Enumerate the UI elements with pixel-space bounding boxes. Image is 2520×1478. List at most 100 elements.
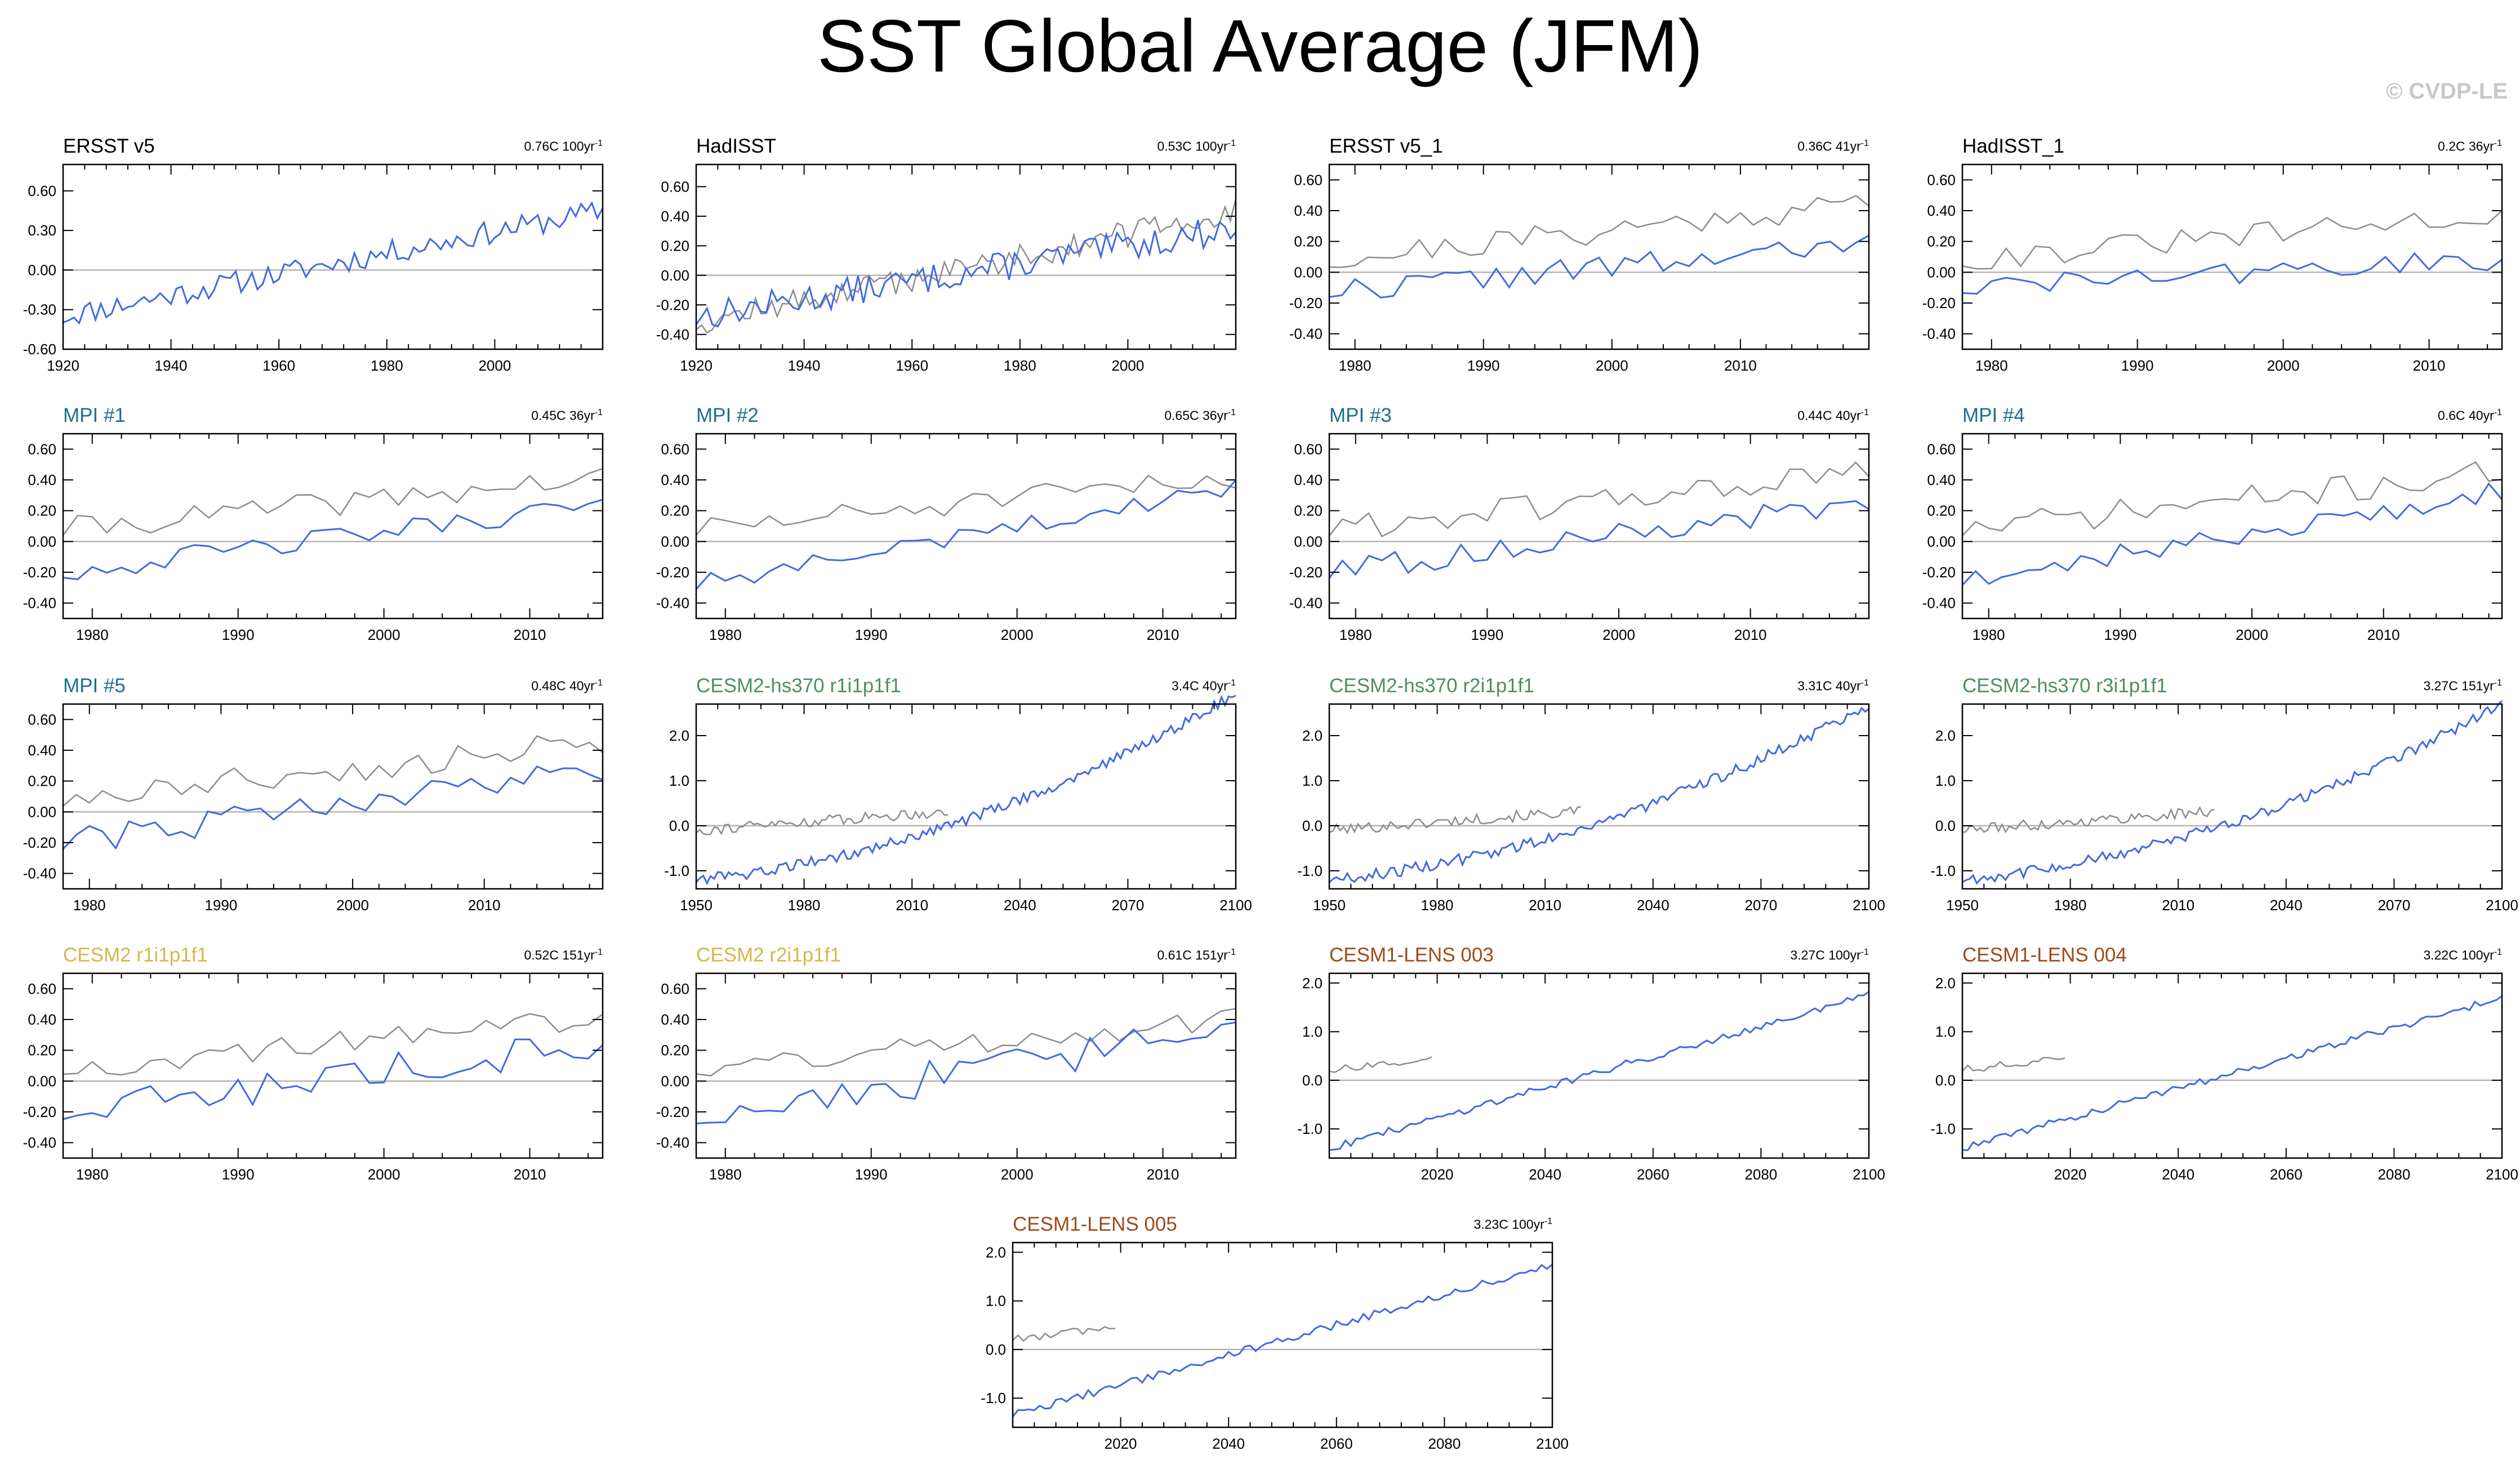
y-tick-label: 0.20 <box>1927 233 1956 250</box>
y-tick-label: 0.20 <box>661 502 689 519</box>
y-tick-label: 0.60 <box>28 980 56 997</box>
panel-title-p1: ERSST v5 <box>63 135 155 157</box>
series-line-model <box>695 479 1237 590</box>
y-tick-label: -0.40 <box>23 1134 56 1151</box>
y-tick-label: 2.0 <box>1935 727 1956 744</box>
x-tick-label: 2010 <box>2367 626 2400 643</box>
series-line-obs <box>63 735 603 807</box>
x-tick-label: 1980 <box>1339 626 1372 643</box>
series-line-model <box>1328 500 1869 579</box>
x-tick-label: 1990 <box>204 897 237 914</box>
series-line-model <box>695 220 1237 328</box>
x-tick-label: 2000 <box>478 357 511 374</box>
x-tick-label: 1980 <box>1004 357 1036 374</box>
x-tick-label: 2080 <box>1428 1435 1461 1452</box>
y-tick-label: 0.0 <box>1302 817 1323 834</box>
plot-frame <box>695 703 1237 890</box>
x-tick-label: 1920 <box>47 357 79 374</box>
x-tick-label: 2000 <box>1111 357 1144 374</box>
x-tick-label: 1980 <box>76 626 109 643</box>
y-tick-label: -0.40 <box>23 595 56 612</box>
y-tick-label: 0.60 <box>1927 440 1956 457</box>
y-tick-label: 0.20 <box>1294 502 1323 519</box>
x-tick-label: 1990 <box>222 1166 255 1183</box>
y-tick-label: 0.60 <box>661 178 689 195</box>
y-tick-label: 0.20 <box>28 502 56 519</box>
trend-value: 3.23C 100yr <box>1473 1217 1544 1232</box>
series-line-model <box>1329 234 1869 299</box>
x-tick-label: 1990 <box>222 626 255 643</box>
y-tick-label: -0.20 <box>656 1103 689 1120</box>
x-tick-label: 1990 <box>2104 626 2136 643</box>
panel-trend-p11: 3.31C 40yr-1 <box>1797 678 1869 694</box>
chart-panel-p17: 2020 2040 2060 2080 2100 -1.0 0.0 1.0 2.0 <box>981 1241 1569 1452</box>
y-tick-label: 0.00 <box>28 533 56 550</box>
y-tick-label: 0.00 <box>661 533 689 550</box>
y-tick-label: 2.0 <box>1935 974 1956 991</box>
series-line-obs <box>1329 194 1869 268</box>
series-line-obs <box>62 468 603 536</box>
chart-panel-p5: 1980 1990 2000 2010 -0.40 -0.20 0.00 0.20 0.40 0.… <box>23 433 604 643</box>
x-tick-label: 2040 <box>2270 897 2303 914</box>
y-tick-label: 0.40 <box>28 1011 56 1028</box>
trend-value: 0.61C 151yr <box>1157 947 1228 963</box>
x-tick-label: 2010 <box>514 1166 546 1183</box>
plot-frame <box>1328 433 1870 620</box>
x-tick-label: 2040 <box>1212 1435 1245 1452</box>
y-tick-label: -0.20 <box>23 564 56 581</box>
panel-title-p3: ERSST v5_1 <box>1329 135 1443 157</box>
trend-exponent: -1 <box>1860 408 1869 417</box>
y-tick-label: -0.40 <box>1289 595 1323 612</box>
trend-exponent: -1 <box>594 678 603 688</box>
panel-title-p10: CESM2-hs370 r1i1p1f1 <box>696 675 901 697</box>
y-tick-label: 1.0 <box>1935 772 1956 789</box>
series-line-obs <box>1962 461 2503 536</box>
series-line-model <box>1962 700 2503 885</box>
trend-value: 0.53C 100yr <box>1157 139 1228 154</box>
y-tick-label: 0.60 <box>661 980 689 997</box>
y-tick-label: -0.40 <box>656 595 689 612</box>
y-tick-label: 0.60 <box>28 182 56 199</box>
plot-frame <box>62 433 604 620</box>
trend-value: 0.36C 41yr <box>1797 139 1861 154</box>
x-tick-label: 2000 <box>1596 357 1628 374</box>
x-tick-label: 2080 <box>1744 1166 1777 1183</box>
x-tick-label: 1980 <box>709 1166 742 1183</box>
x-tick-label: 2100 <box>2486 1166 2518 1183</box>
trend-value: 0.52C 151yr <box>524 947 595 963</box>
series-line-model <box>1962 995 2503 1151</box>
chart-panel-p8: 1980 1990 2000 2010 -0.40 -0.20 0.00 0.20 0.40 0.… <box>1922 433 2503 643</box>
x-tick-label: 1980 <box>1421 897 1454 914</box>
y-tick-label: 0.20 <box>1294 233 1323 250</box>
y-tick-label: 2.0 <box>1302 727 1323 744</box>
trend-value: 0.48C 40yr <box>531 678 595 693</box>
trend-exponent: -1 <box>2494 139 2502 148</box>
x-tick-label: 2010 <box>2162 897 2194 914</box>
x-tick-label: 2020 <box>2054 1166 2087 1183</box>
y-tick-label: -0.40 <box>656 326 689 343</box>
panel-title-p6: MPI #2 <box>696 404 759 426</box>
trend-exponent: -1 <box>1544 1217 1552 1226</box>
y-tick-label: 0.0 <box>669 817 689 834</box>
trend-exponent: -1 <box>2494 947 2502 957</box>
y-tick-label: 0.0 <box>1935 1072 1956 1089</box>
series-line-model <box>1329 991 1869 1151</box>
panel-trend-p2: 0.53C 100yr-1 <box>1157 139 1236 154</box>
plot-frame <box>1961 163 2503 350</box>
x-tick-label: 2080 <box>2377 1166 2410 1183</box>
x-tick-label: 2040 <box>1529 1166 1561 1183</box>
trend-value: 3.27C 151yr <box>2423 678 2494 693</box>
x-tick-label: 1990 <box>2121 357 2154 374</box>
x-tick-label: 2000 <box>368 626 400 643</box>
trend-exponent: -1 <box>1227 408 1236 417</box>
y-tick-label: 0.60 <box>1294 171 1323 188</box>
panel-trend-p1: 0.76C 100yr-1 <box>524 139 603 154</box>
panel-title-p17: CESM1-LENS 005 <box>1013 1213 1177 1235</box>
plot-frame <box>62 703 604 890</box>
x-tick-label: 2100 <box>1853 897 1885 914</box>
x-tick-label: 1940 <box>155 357 188 374</box>
y-tick-label: -0.20 <box>1922 295 1956 311</box>
y-tick-label: 2.0 <box>1302 974 1323 991</box>
chart-panel-p14: 1980 1990 2000 2010 -0.40 -0.20 0.00 0.20 0.40 0.… <box>656 972 1237 1183</box>
y-tick-label: 1.0 <box>1302 1023 1323 1040</box>
